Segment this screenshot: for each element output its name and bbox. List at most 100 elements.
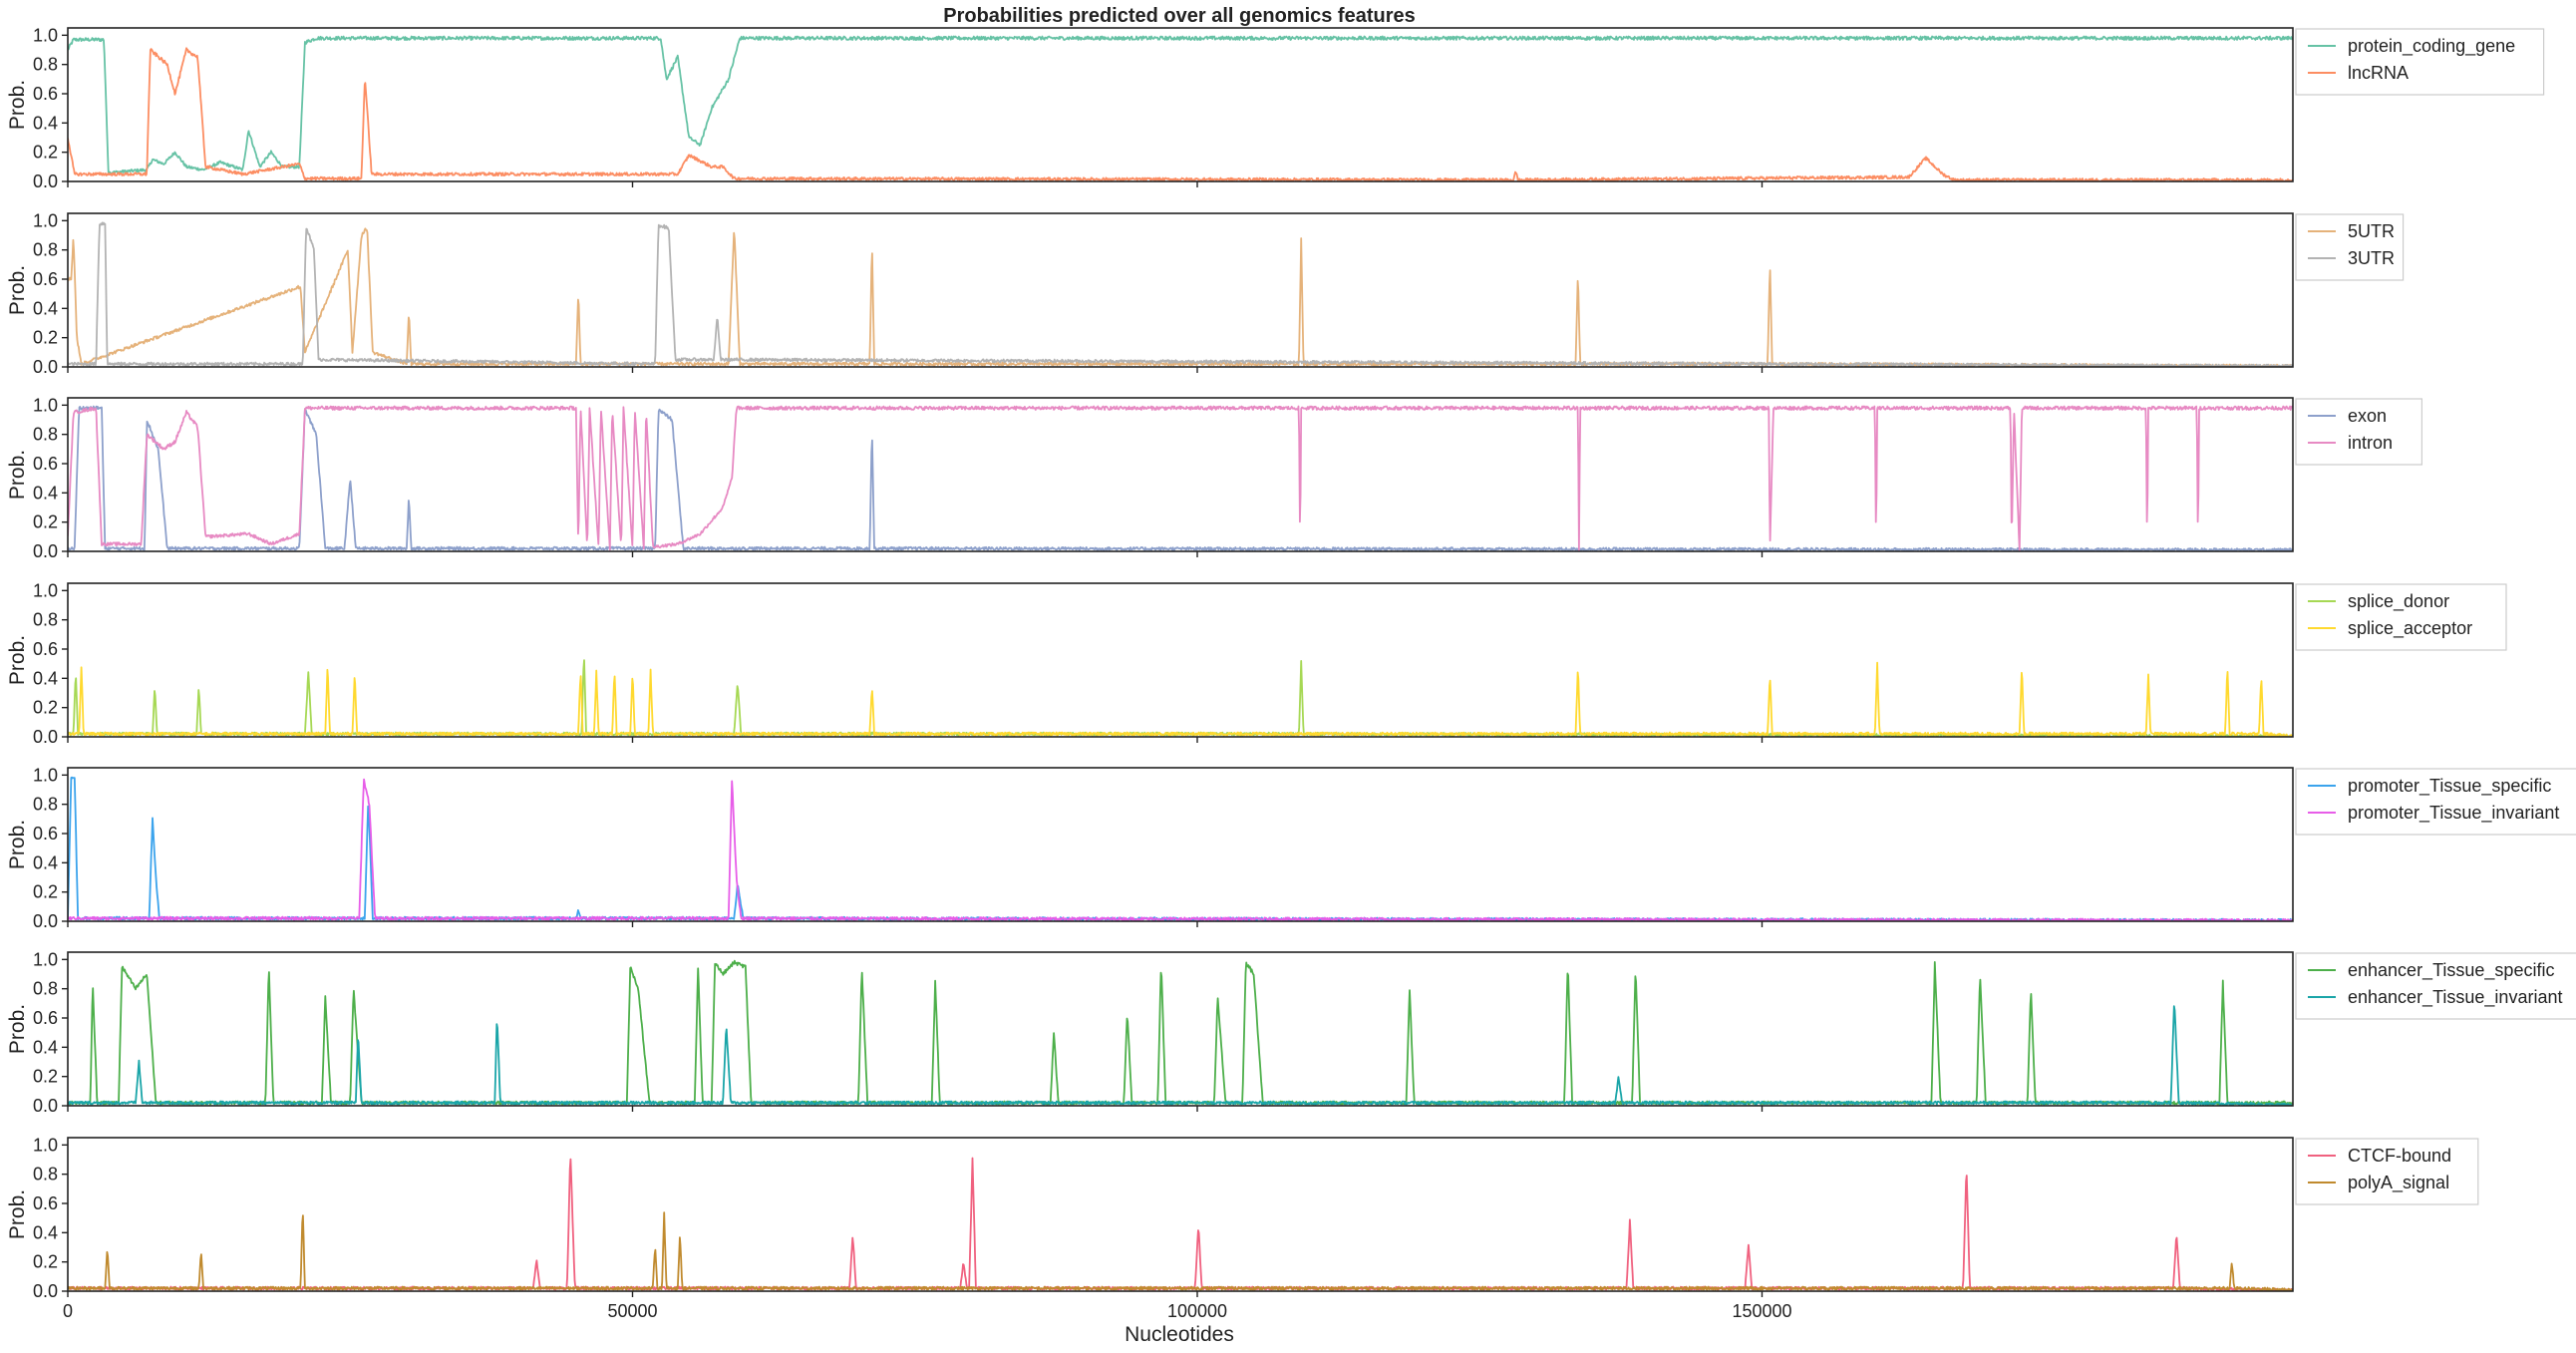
legend-box bbox=[2295, 28, 2545, 96]
series-line-exon bbox=[68, 405, 2293, 551]
legend-label: CTCF-bound bbox=[2348, 1146, 2451, 1166]
panel-frame bbox=[67, 212, 2294, 368]
y-tick-label: 0.2 bbox=[33, 512, 58, 532]
y-tick-label: 0.6 bbox=[33, 1008, 58, 1028]
y-axis-label: Prob. bbox=[6, 1189, 29, 1239]
y-tick-label: 0.4 bbox=[33, 668, 58, 688]
legend-label: promoter_Tissue_invariant bbox=[2348, 803, 2559, 824]
y-tick-label: 0.8 bbox=[33, 795, 58, 815]
y-tick-label: 0.4 bbox=[33, 1222, 58, 1242]
y-tick-label: 0.8 bbox=[33, 979, 58, 999]
panel-frame bbox=[67, 27, 2294, 182]
panel-lines bbox=[68, 221, 2293, 367]
y-tick-label: 0.2 bbox=[33, 698, 58, 718]
x-tick-label: 100000 bbox=[1167, 1301, 1227, 1321]
panel-1: Prob. 0.0 0.2 0.4 0.6 0.8 1.0 protein_coding_ge… bbox=[6, 25, 2545, 191]
y-tick-label: 1.0 bbox=[33, 765, 58, 785]
legend-label: promoter_Tissue_specific bbox=[2348, 776, 2551, 797]
series-line-3UTR bbox=[68, 221, 2293, 367]
x-tick-label: 150000 bbox=[1732, 1301, 1791, 1321]
y-tick-label: 1.0 bbox=[33, 580, 58, 600]
y-tick-label: 0.4 bbox=[33, 113, 58, 133]
panel-lines bbox=[68, 1157, 2293, 1291]
panel-frame bbox=[67, 397, 2294, 552]
series-line-CTCF-bound bbox=[68, 1157, 2293, 1291]
chart-title: Probabilities predicted over all genomic… bbox=[943, 5, 1416, 27]
legend-label: enhancer_Tissue_invariant bbox=[2348, 987, 2562, 1008]
y-tick-label: 0.6 bbox=[33, 824, 58, 844]
y-axis-label: Prob. bbox=[6, 450, 29, 500]
y-tick-label: 0.4 bbox=[33, 298, 58, 318]
legend-label: splice_donor bbox=[2348, 591, 2449, 612]
legend-box bbox=[2295, 1138, 2479, 1205]
y-tick-label: 0.8 bbox=[33, 610, 58, 630]
x-tick-label: 0 bbox=[63, 1301, 73, 1321]
panel-lines bbox=[68, 35, 2293, 181]
x-tick-label: 50000 bbox=[607, 1301, 657, 1321]
series-line-lncRNA bbox=[68, 47, 2293, 181]
y-tick-label: 0.2 bbox=[33, 1252, 58, 1272]
series-line-promoter_Tissue_invariant bbox=[68, 778, 2293, 921]
series-line-splice_donor bbox=[68, 659, 2293, 737]
y-tick-label: 0.8 bbox=[33, 425, 58, 445]
y-axis-label: Prob. bbox=[6, 1004, 29, 1054]
y-tick-label: 0.0 bbox=[33, 541, 58, 561]
panel-6: Prob. 0.0 0.2 0.4 0.6 0.8 1.0 enhancer_Tissue_s… bbox=[6, 949, 2576, 1116]
y-tick-label: 0.0 bbox=[33, 1281, 58, 1301]
legend-label: enhancer_Tissue_specific bbox=[2348, 960, 2554, 981]
legend-box bbox=[2295, 398, 2423, 466]
y-tick-label: 0.6 bbox=[33, 639, 58, 659]
legend-label: intron bbox=[2348, 433, 2393, 453]
y-tick-label: 0.4 bbox=[33, 852, 58, 872]
legend: CTCF-bound polyA_signal bbox=[2295, 1138, 2479, 1205]
legend-box bbox=[2295, 213, 2405, 281]
legend-box bbox=[2295, 768, 2576, 836]
panel-frame bbox=[67, 951, 2294, 1107]
series-line-intron bbox=[68, 405, 2293, 551]
legend: enhancer_Tissue_specific enhancer_Tissue_… bbox=[2295, 952, 2576, 1020]
y-tick-label: 0.4 bbox=[33, 483, 58, 503]
series-line-protein_coding_gene bbox=[68, 35, 2293, 175]
panel-lines bbox=[68, 405, 2293, 551]
panel-lines bbox=[68, 776, 2293, 921]
x-axis-label: Nucleotides bbox=[1125, 1323, 1234, 1346]
y-axis-label: Prob. bbox=[6, 265, 29, 315]
legend-label: protein_coding_gene bbox=[2348, 36, 2515, 57]
y-tick-label: 0.6 bbox=[33, 454, 58, 474]
y-tick-label: 0.0 bbox=[33, 911, 58, 931]
legend: 5UTR 3UTR bbox=[2295, 213, 2405, 281]
y-axis-label: Prob. bbox=[6, 635, 29, 685]
series-line-splice_acceptor bbox=[68, 661, 2293, 737]
legend-label: exon bbox=[2348, 406, 2387, 426]
legend: promoter_Tissue_specific promoter_Tissue_… bbox=[2295, 768, 2576, 836]
y-tick-label: 0.0 bbox=[33, 727, 58, 747]
series-line-polyA_signal bbox=[68, 1211, 2293, 1291]
y-tick-label: 0.8 bbox=[33, 55, 58, 75]
y-tick-label: 0.2 bbox=[33, 1067, 58, 1087]
panel-2: Prob. 0.0 0.2 0.4 0.6 0.8 1.0 5UTR 3UTR bbox=[6, 210, 2405, 377]
series-line-promoter_Tissue_specific bbox=[68, 776, 2293, 921]
panel-frame bbox=[67, 582, 2294, 738]
y-tick-label: 0.0 bbox=[33, 1096, 58, 1116]
legend-box bbox=[2295, 952, 2576, 1020]
y-tick-label: 0.2 bbox=[33, 143, 58, 163]
panel-3: Prob. 0.0 0.2 0.4 0.6 0.8 1.0 exon intron bbox=[6, 395, 2423, 561]
panel-frame bbox=[67, 1137, 2294, 1292]
y-tick-label: 0.2 bbox=[33, 882, 58, 902]
legend-label: 3UTR bbox=[2348, 248, 2395, 268]
y-axis-label: Prob. bbox=[6, 80, 29, 130]
legend: exon intron bbox=[2295, 398, 2423, 466]
panel-lines bbox=[68, 659, 2293, 737]
legend-label: lncRNA bbox=[2348, 63, 2409, 83]
y-tick-label: 1.0 bbox=[33, 949, 58, 969]
series-line-enhancer_Tissue_invariant bbox=[68, 1005, 2293, 1106]
panel-frame bbox=[67, 767, 2294, 922]
y-tick-label: 0.8 bbox=[33, 240, 58, 260]
panel-7: Prob. 0.0 0.2 0.4 0.6 0.8 1.0 0 50000 100000 15000… bbox=[6, 1135, 2479, 1321]
legend-label: 5UTR bbox=[2348, 221, 2395, 241]
panels: Prob. 0.0 0.2 0.4 0.6 0.8 1.0 protein_coding_ge… bbox=[6, 25, 2576, 1321]
y-tick-label: 0.2 bbox=[33, 328, 58, 348]
panel-lines bbox=[68, 959, 2293, 1106]
y-tick-label: 1.0 bbox=[33, 395, 58, 415]
